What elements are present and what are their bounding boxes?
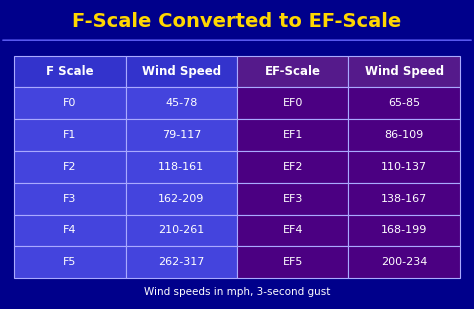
Text: 65-85: 65-85 (388, 98, 420, 108)
Text: EF-Scale: EF-Scale (264, 65, 321, 78)
Bar (14, 56, 126, 87)
Bar (14, 246, 126, 278)
Text: EF3: EF3 (283, 194, 303, 204)
Bar (348, 87, 460, 119)
Text: F Scale: F Scale (46, 65, 94, 78)
Text: F-Scale Converted to EF-Scale: F-Scale Converted to EF-Scale (73, 12, 401, 31)
Text: F5: F5 (63, 257, 77, 267)
Bar (126, 214, 237, 246)
Text: 168-199: 168-199 (381, 226, 427, 235)
Bar (237, 151, 348, 183)
Bar (126, 151, 237, 183)
Text: 162-209: 162-209 (158, 194, 204, 204)
Text: EF0: EF0 (283, 98, 303, 108)
Bar (237, 56, 348, 87)
Bar (126, 56, 237, 87)
Text: EF1: EF1 (283, 130, 303, 140)
Bar (348, 214, 460, 246)
Bar (126, 183, 237, 214)
Bar (126, 246, 237, 278)
Text: F3: F3 (63, 194, 77, 204)
Text: Wind speeds in mph, 3-second gust: Wind speeds in mph, 3-second gust (144, 287, 330, 297)
Text: 138-167: 138-167 (381, 194, 427, 204)
Bar (14, 183, 126, 214)
Bar (14, 87, 126, 119)
Bar (237, 87, 348, 119)
Text: 79-117: 79-117 (162, 130, 201, 140)
Text: 210-261: 210-261 (158, 226, 204, 235)
Text: EF4: EF4 (283, 226, 303, 235)
Bar (14, 119, 126, 151)
Bar (237, 183, 348, 214)
Text: Wind Speed: Wind Speed (365, 65, 444, 78)
Text: EF2: EF2 (283, 162, 303, 172)
Bar (348, 151, 460, 183)
Bar (348, 119, 460, 151)
Text: F2: F2 (63, 162, 77, 172)
Bar (126, 87, 237, 119)
Text: F4: F4 (63, 226, 77, 235)
Bar (126, 119, 237, 151)
Text: F0: F0 (63, 98, 77, 108)
Text: 262-317: 262-317 (158, 257, 204, 267)
Text: 86-109: 86-109 (384, 130, 424, 140)
Bar (14, 151, 126, 183)
Text: F1: F1 (63, 130, 77, 140)
Bar (14, 214, 126, 246)
Bar (348, 56, 460, 87)
Text: Wind Speed: Wind Speed (142, 65, 221, 78)
Bar (348, 246, 460, 278)
Text: 118-161: 118-161 (158, 162, 204, 172)
Bar (237, 246, 348, 278)
Bar (237, 214, 348, 246)
Text: 110-137: 110-137 (381, 162, 427, 172)
Bar (237, 119, 348, 151)
Text: EF5: EF5 (283, 257, 303, 267)
Bar (348, 183, 460, 214)
Text: 45-78: 45-78 (165, 98, 198, 108)
Text: 200-234: 200-234 (381, 257, 427, 267)
